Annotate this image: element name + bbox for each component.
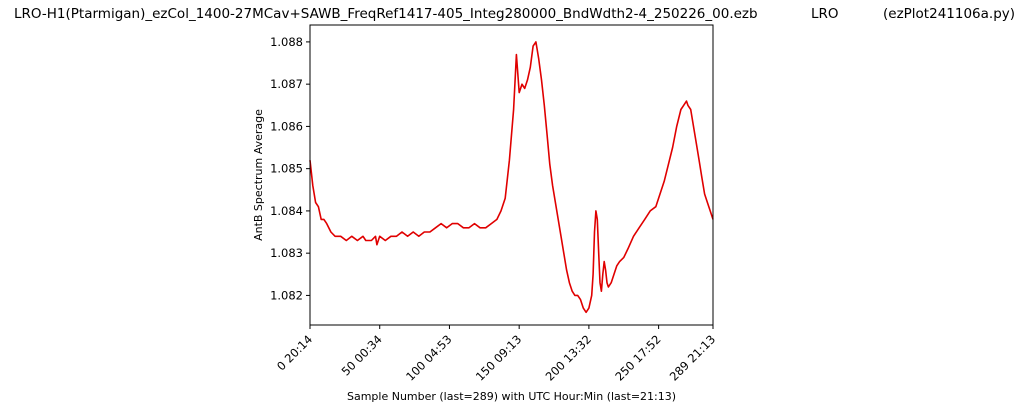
y-axis-label: AntB Spectrum Average [252,109,265,241]
x-tick-label: 150 09:13 [473,332,524,383]
x-tick-label: 250 17:52 [612,332,663,383]
y-tick-label: 1.085 [270,162,303,176]
chart-title: LRO-H1(Ptarmigan)_ezCol_1400-27MCav+SAWB… [14,6,758,22]
observatory-label: LRO [811,6,839,22]
series-line [309,41,714,314]
script-name-label: (ezPlot241106a.py) [883,6,1016,22]
series-layer [309,41,714,314]
y-tick-label: 1.083 [270,246,303,260]
x-tick-label: 50 00:34 [339,332,385,378]
y-tick-label: 1.082 [270,288,303,302]
y-tick-label: 1.087 [270,77,303,91]
x-axis-ticks: 0 20:14 50 00:34 100 04:53 150 09:13 200 13:… [274,325,718,384]
y-tick-label: 1.084 [270,204,303,218]
y-axis-ticks: 1.082 1.083 1.084 1.085 1.086 1.087 1.088 [270,35,310,302]
x-tick-label: 289 21:13 [667,332,718,383]
x-axis-label: Sample Number (last=289) with UTC Hour:M… [347,390,676,403]
x-tick-label: 200 13:32 [543,332,594,383]
y-tick-label: 1.086 [270,119,303,133]
plot-frame [309,24,714,326]
x-tick-label: 100 04:53 [403,332,454,383]
title-row: LRO-H1(Ptarmigan)_ezCol_1400-27MCav+SAWB… [0,6,1024,24]
x-tick-label: 0 20:14 [274,332,315,373]
y-tick-label: 1.088 [270,35,303,49]
